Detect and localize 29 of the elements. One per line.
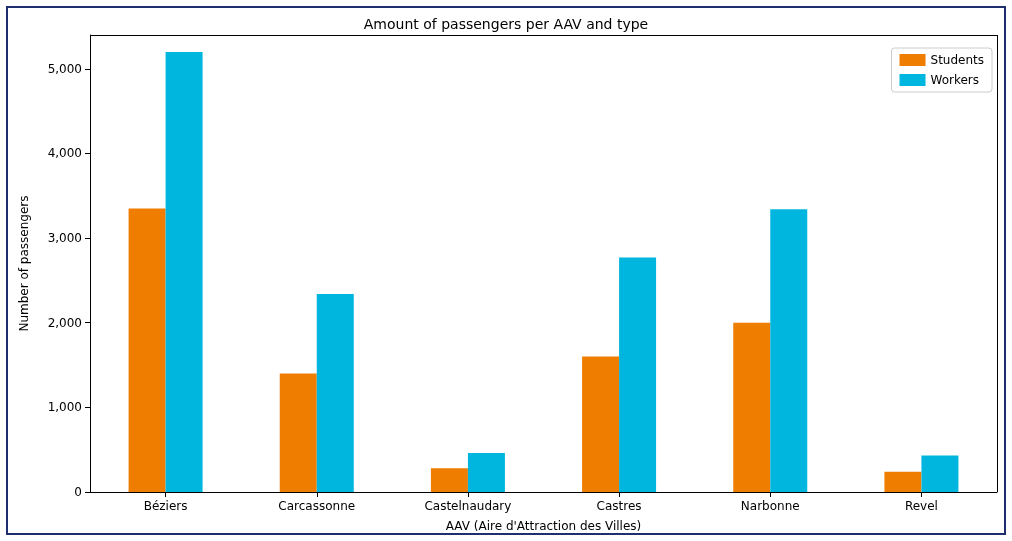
x-tick-label: Revel	[904, 499, 938, 513]
bar	[316, 293, 354, 492]
y-tick-label: 4,000	[47, 146, 82, 161]
bar	[733, 322, 771, 492]
bar	[619, 257, 657, 492]
bar	[582, 356, 620, 492]
legend-label: Students	[930, 53, 985, 67]
bar	[430, 468, 468, 492]
x-tick-label: Castelnaudary	[424, 499, 512, 513]
bar	[467, 453, 505, 492]
bar	[921, 455, 959, 492]
bar	[884, 471, 922, 492]
bar	[279, 373, 317, 492]
bar	[770, 209, 808, 492]
x-tick-label: Narbonne	[740, 499, 800, 513]
y-tick-label: 3,000	[47, 231, 82, 246]
y-tick-label: 1,000	[47, 400, 82, 415]
y-tick-label: 2,000	[47, 315, 82, 330]
x-tick-label: Carcassonne	[278, 499, 356, 513]
y-axis-title: Number of passengers	[17, 195, 31, 332]
legend-label: Workers	[930, 73, 980, 87]
x-tick-label: Castres	[596, 499, 642, 513]
x-axis-title: AAV (Aire d'Attraction des Villes)	[445, 519, 642, 533]
bar	[128, 208, 166, 492]
x-tick-label: Béziers	[143, 499, 188, 513]
y-tick-label: 0	[74, 485, 82, 499]
bar	[165, 51, 203, 492]
chart-title: Amount of passengers per AAV and type	[363, 16, 649, 32]
y-tick-label: 5,000	[47, 61, 82, 76]
